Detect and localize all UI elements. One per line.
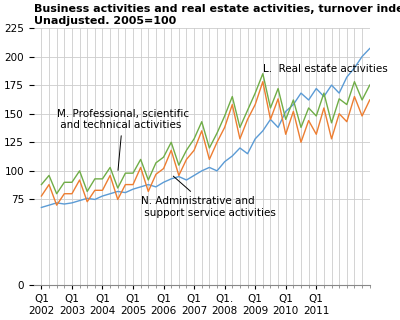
Text: L.  Real estate activities: L. Real estate activities <box>263 64 388 74</box>
Text: N. Administrative and
 support service activities: N. Administrative and support service ac… <box>141 176 276 218</box>
Text: Business activities and real estate activities, turnover index.
Unadjusted. 2005: Business activities and real estate acti… <box>34 4 400 26</box>
Text: M. Professional, scientific
 and technical activities: M. Professional, scientific and technica… <box>57 108 189 170</box>
